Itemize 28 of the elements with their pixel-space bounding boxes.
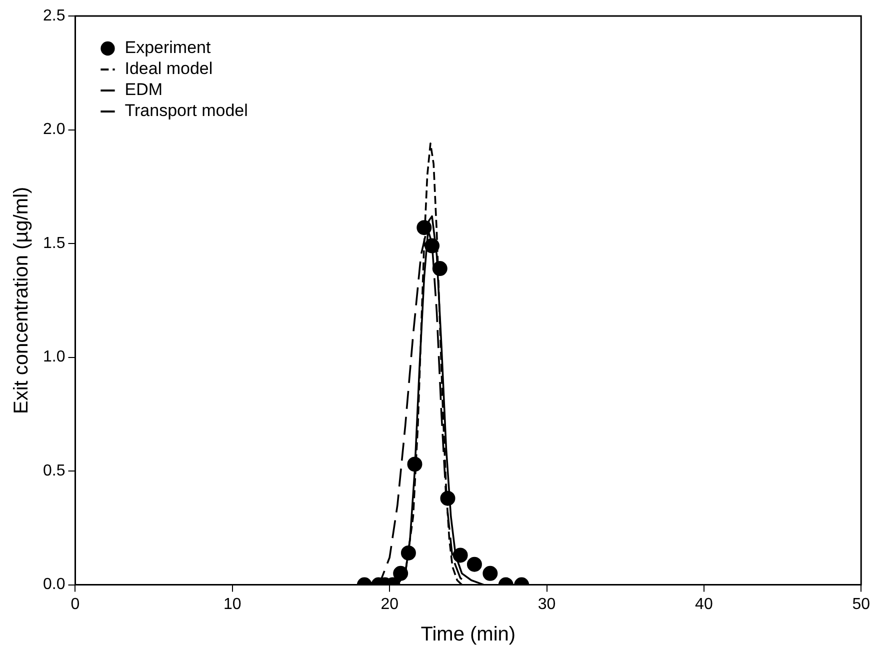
legend-label: Experiment (124, 38, 211, 58)
point (482, 566, 498, 581)
point (393, 566, 408, 581)
legend-label: Transport model (124, 101, 248, 120)
y-tick-label: 2.5 (42, 7, 66, 24)
point (466, 556, 482, 572)
point (400, 545, 416, 560)
point (416, 220, 432, 236)
point (440, 490, 456, 506)
y-tick-label: 1.0 (42, 348, 66, 366)
x-tick-label: 40 (695, 596, 713, 613)
y-axis-title: Exit concentration (µg/ml) (10, 186, 33, 414)
y-tick-label: 0.0 (42, 576, 66, 594)
y-tick-label: 1.5 (42, 234, 66, 252)
point (424, 238, 440, 254)
point (407, 456, 422, 472)
x-tick-label: 20 (380, 596, 399, 613)
legend-label: Ideal model (124, 59, 213, 78)
x-axis-title: Time (min) (420, 624, 516, 646)
y-tick-label: 2.0 (42, 121, 66, 138)
legend-label: EDM (124, 80, 163, 100)
y-tick-label: 0.5 (42, 462, 66, 480)
x-tick-label: 10 (224, 596, 242, 613)
x-tick-label: 30 (538, 596, 556, 613)
x-tick-label: 0 (70, 596, 80, 613)
point (432, 261, 448, 276)
point (452, 548, 468, 563)
x-tick-label: 50 (852, 596, 870, 613)
